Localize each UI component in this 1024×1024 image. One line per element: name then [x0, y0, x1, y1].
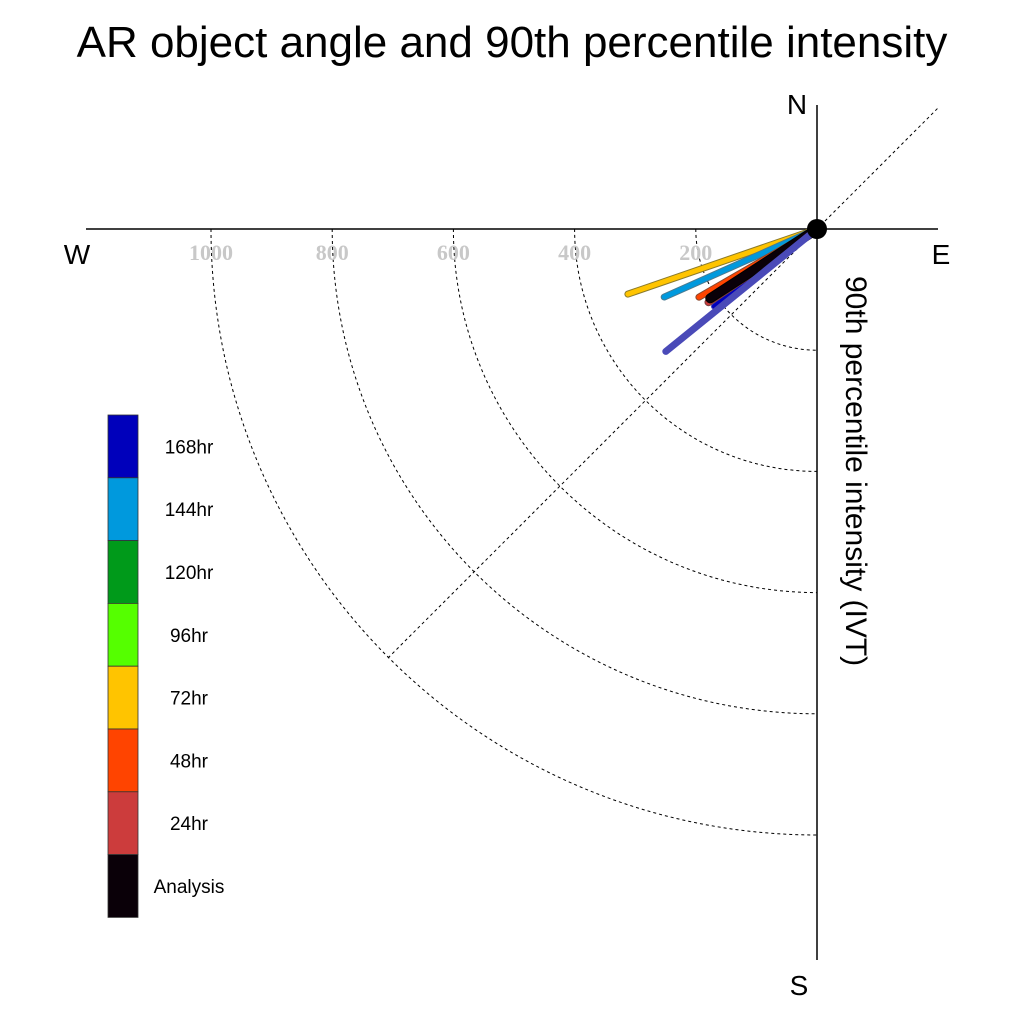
grid-arc — [695, 228, 818, 351]
legend-label: 144hr — [165, 500, 214, 521]
grid-diagonal — [387, 107, 939, 659]
legend-label: 168hr — [165, 437, 214, 458]
compass-north: N — [787, 89, 807, 120]
legend-label: Analysis — [154, 877, 225, 898]
legend-label: 72hr — [170, 689, 209, 710]
legend-swatch — [107, 540, 139, 604]
grid-arc — [574, 228, 818, 472]
radius-tick-label: 400 — [558, 240, 591, 265]
legend-label: 48hr — [170, 751, 209, 772]
series-lines — [624, 224, 822, 355]
radius-tick-label: 1000 — [189, 240, 233, 265]
legend-swatch — [107, 665, 139, 730]
legend-label: 24hr — [170, 814, 209, 835]
legend-label: 96hr — [170, 626, 209, 647]
grid-arc — [331, 228, 818, 715]
origin-marker — [807, 219, 827, 239]
chart-title: AR object angle and 90th percentile inte… — [77, 18, 948, 67]
series-line-168hr — [663, 226, 820, 354]
compass-west: W — [64, 239, 91, 270]
compass-south: S — [790, 970, 809, 1001]
legend: 168hr 144hr 120hr 96hr 72hr 48hr 24hr Analysis — [107, 414, 225, 918]
grid-arc — [452, 228, 818, 594]
radius-tick-label: 200 — [679, 240, 712, 265]
radius-tick-label: 600 — [437, 240, 470, 265]
compass-east: E — [932, 239, 951, 270]
legend-swatch — [107, 414, 139, 479]
y-axis-label: 90th percentile intensity (IVT) — [839, 276, 872, 666]
grid-arc — [210, 228, 818, 836]
radius-ticks: 200 400 600 800 1000 — [189, 240, 712, 265]
legend-swatch — [107, 728, 139, 793]
legend-swatch — [107, 477, 139, 541]
radius-tick-label: 800 — [316, 240, 349, 265]
legend-swatch — [107, 854, 139, 918]
legend-label: 120hr — [165, 563, 214, 584]
legend-swatch — [107, 603, 139, 667]
grid — [210, 107, 939, 836]
legend-swatch — [107, 791, 139, 855]
